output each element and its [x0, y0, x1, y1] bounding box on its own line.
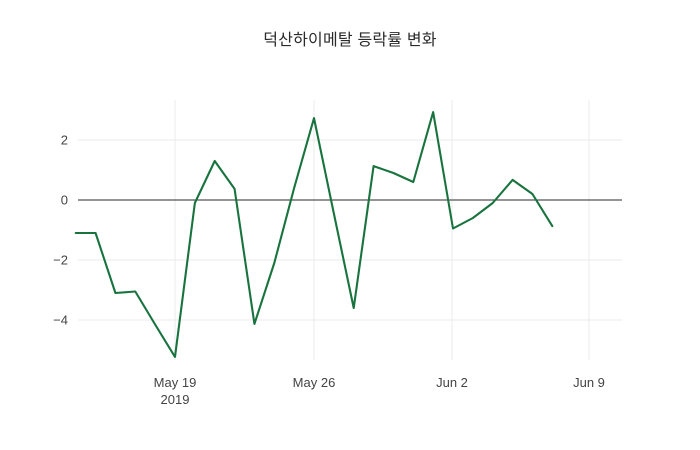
data-series-line: [74, 111, 554, 358]
chart-title: 덕산하이메탈 등락률 변화: [263, 32, 437, 49]
y-tick-label: −4: [53, 312, 68, 328]
y-tick-label: 2: [60, 132, 68, 148]
x-tick-label-date: May 19: [153, 375, 197, 390]
x-tick-label-date: Jun 2: [436, 375, 468, 390]
x-tick-label: May 19 2019: [154, 374, 197, 408]
x-tick-label: Jun 9: [573, 374, 605, 391]
y-gridlines: [78, 139, 622, 321]
x-tick-label-date: Jun 9: [573, 375, 605, 390]
x-tick-label: May 26: [293, 374, 336, 391]
x-tick-label-year: 2019: [160, 392, 190, 407]
x-tick-label: Jun 2: [436, 374, 468, 391]
y-tick-label: −2: [53, 252, 68, 268]
y-tick-label: 0: [60, 192, 68, 208]
x-tick-label-date: May 26: [292, 375, 336, 390]
x-gridlines: [174, 100, 590, 360]
